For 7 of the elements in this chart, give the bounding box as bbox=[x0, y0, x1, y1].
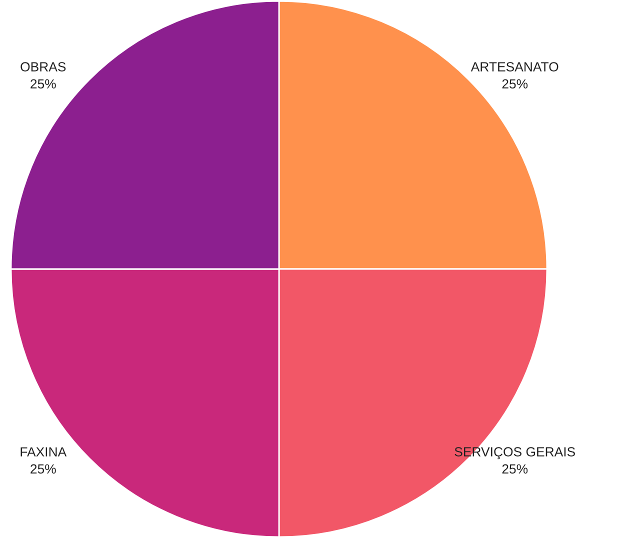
slice-label: OBRAS bbox=[20, 62, 66, 72]
slice-label: ARTESANATO bbox=[470, 62, 558, 72]
data-label: 25% bbox=[502, 464, 528, 474]
slice-label: FAXINA bbox=[20, 447, 67, 456]
data-label: 25% bbox=[30, 464, 56, 474]
data-label: 25% bbox=[30, 79, 56, 89]
data-label: 25% bbox=[502, 79, 528, 89]
